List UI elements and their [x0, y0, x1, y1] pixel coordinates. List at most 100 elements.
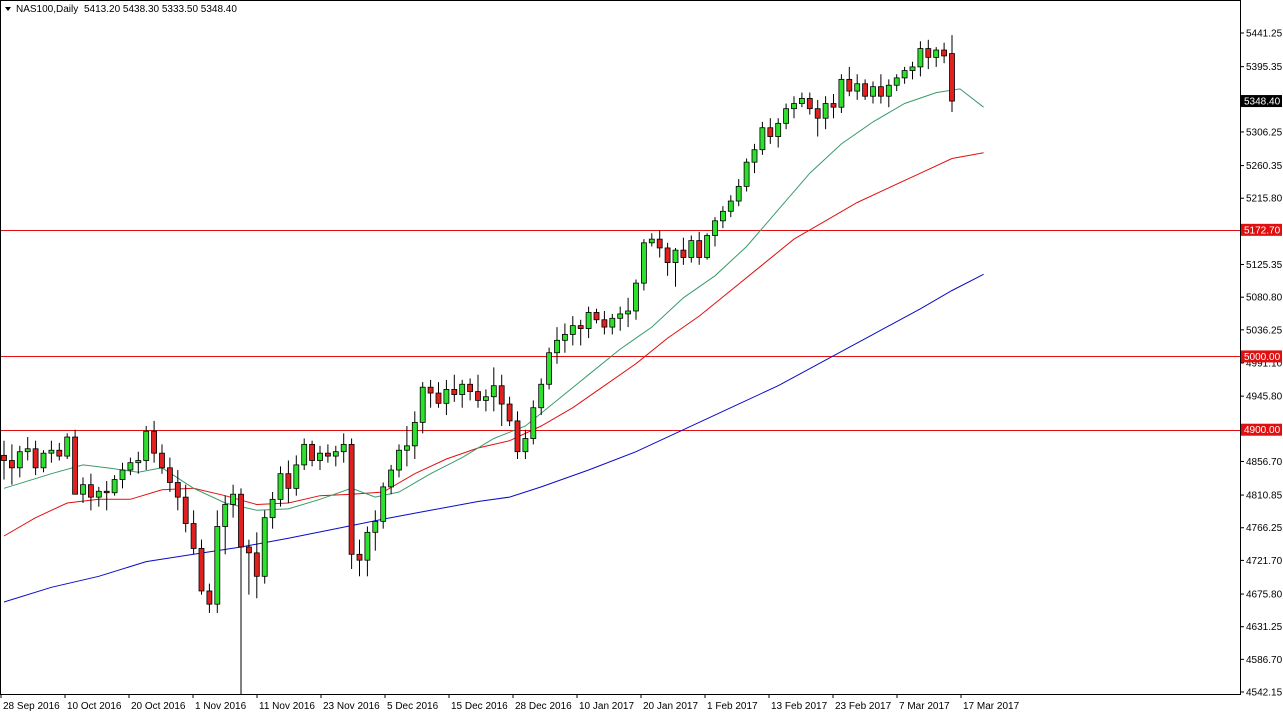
candle[interactable] — [80, 477, 86, 504]
candle[interactable] — [340, 433, 347, 463]
candle[interactable] — [64, 433, 71, 460]
candle[interactable] — [269, 492, 276, 529]
candle[interactable] — [230, 484, 237, 518]
candle[interactable] — [822, 96, 829, 130]
candle[interactable] — [917, 41, 924, 77]
candle[interactable] — [332, 445, 339, 467]
candle[interactable] — [475, 374, 481, 408]
candle[interactable] — [791, 96, 797, 119]
candle[interactable] — [806, 92, 813, 115]
candle[interactable] — [482, 389, 489, 412]
candle[interactable] — [245, 539, 252, 595]
candle[interactable] — [72, 429, 78, 495]
candle[interactable] — [40, 450, 47, 473]
candle[interactable] — [380, 482, 387, 529]
candle[interactable] — [174, 470, 181, 511]
candle[interactable] — [633, 279, 639, 320]
candle[interactable] — [388, 464, 395, 495]
candle[interactable] — [593, 308, 600, 324]
candle[interactable] — [854, 74, 861, 100]
candle[interactable] — [799, 92, 805, 108]
candle[interactable] — [885, 79, 892, 108]
candle[interactable] — [648, 233, 655, 247]
candle[interactable] — [830, 94, 837, 119]
candle[interactable] — [324, 444, 331, 463]
candle[interactable] — [56, 442, 63, 461]
candle[interactable] — [759, 121, 766, 155]
candle[interactable] — [111, 475, 118, 496]
candle[interactable] — [585, 306, 592, 339]
candle[interactable] — [301, 438, 308, 471]
candle[interactable] — [206, 583, 213, 613]
candle[interactable] — [103, 481, 110, 511]
candle[interactable] — [182, 484, 189, 533]
candle[interactable] — [704, 233, 710, 260]
candle[interactable] — [238, 488, 244, 696]
candle[interactable] — [735, 179, 742, 207]
candle[interactable] — [696, 231, 703, 265]
candle[interactable] — [467, 378, 474, 401]
candle[interactable] — [451, 374, 458, 402]
candle[interactable] — [459, 379, 466, 408]
candle[interactable] — [656, 230, 663, 258]
candle[interactable] — [751, 143, 758, 174]
candle[interactable] — [16, 445, 23, 478]
candle[interactable] — [261, 510, 268, 584]
candle[interactable] — [909, 61, 916, 80]
candle[interactable] — [214, 510, 221, 613]
candle[interactable] — [285, 460, 292, 504]
candle[interactable] — [1, 440, 7, 480]
candle[interactable] — [95, 486, 102, 507]
candle[interactable] — [364, 526, 371, 577]
candle[interactable] — [419, 382, 426, 434]
candle[interactable] — [530, 400, 537, 445]
candle[interactable] — [680, 237, 687, 265]
candle[interactable] — [277, 466, 284, 507]
candle[interactable] — [396, 444, 402, 478]
candle[interactable] — [641, 239, 647, 291]
candle[interactable] — [356, 539, 363, 577]
candle[interactable] — [601, 310, 608, 335]
candle[interactable] — [767, 118, 774, 144]
candle[interactable] — [48, 440, 55, 463]
candle[interactable] — [427, 379, 434, 408]
candle[interactable] — [119, 462, 126, 489]
candle[interactable] — [925, 39, 932, 70]
candle[interactable] — [712, 217, 718, 247]
candle[interactable] — [506, 396, 513, 427]
candle[interactable] — [617, 306, 624, 331]
candle[interactable] — [372, 510, 379, 551]
candle[interactable] — [348, 438, 355, 569]
candle[interactable] — [878, 74, 884, 104]
candle[interactable] — [688, 235, 695, 263]
candle[interactable] — [949, 35, 955, 112]
candle[interactable] — [522, 429, 529, 460]
candle[interactable] — [562, 323, 568, 353]
candle[interactable] — [941, 42, 947, 64]
candle[interactable] — [743, 158, 750, 192]
candle[interactable] — [814, 99, 821, 137]
candle[interactable] — [411, 411, 418, 460]
candle[interactable] — [135, 451, 142, 474]
candle[interactable] — [166, 457, 173, 493]
candle[interactable] — [862, 79, 868, 100]
candle[interactable] — [32, 440, 39, 476]
candle[interactable] — [514, 411, 521, 460]
candle[interactable] — [317, 445, 323, 471]
candle[interactable] — [664, 242, 671, 276]
candle[interactable] — [435, 382, 442, 408]
candle[interactable] — [143, 426, 150, 471]
candle[interactable] — [901, 66, 908, 84]
candle[interactable] — [846, 66, 853, 97]
candle[interactable] — [198, 539, 205, 595]
candle[interactable] — [838, 74, 845, 114]
candle[interactable] — [672, 247, 679, 287]
candle[interactable] — [309, 440, 316, 467]
candle[interactable] — [443, 379, 450, 416]
candle[interactable] — [24, 437, 31, 461]
candle[interactable] — [933, 47, 940, 67]
candle[interactable] — [893, 74, 900, 92]
candle[interactable] — [554, 327, 560, 364]
